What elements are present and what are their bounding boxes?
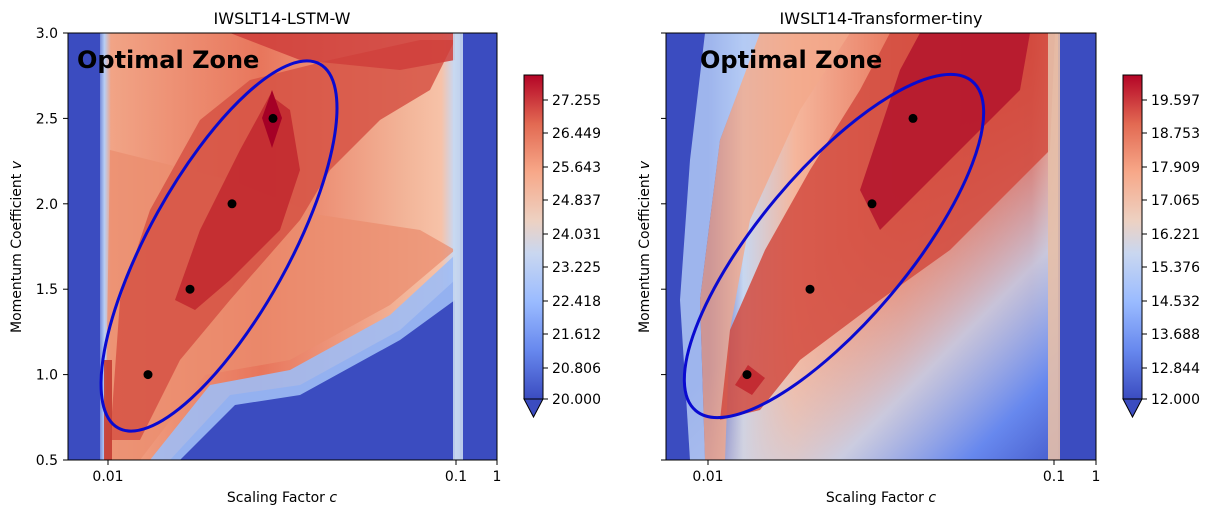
optimal-point <box>805 284 815 294</box>
optimal-point <box>143 370 153 380</box>
optimal-zone-label: Optimal Zone <box>77 46 259 74</box>
panel-transformer: IWSLT14-Transformer-tiny <box>637 9 1200 506</box>
x-tick-label: 1 <box>1092 469 1101 485</box>
y-tick-label: 1.0 <box>36 368 58 384</box>
colorbar-tick-label: 13.688 <box>1151 327 1200 343</box>
colorbar-tick-label: 24.031 <box>552 227 601 243</box>
colorbar-tick-label: 14.532 <box>1151 294 1200 310</box>
colorbar-tick-label: 25.643 <box>552 160 601 176</box>
y-tick-label: 2.0 <box>36 197 58 213</box>
contour-low-region <box>170 280 455 460</box>
contour-left-sliver <box>104 360 112 460</box>
contour-high-region <box>110 40 455 440</box>
x-axis: 0.01 0.1 1 <box>92 460 501 485</box>
x-tick-label: 1 <box>493 469 502 485</box>
y-tick-label: 3.0 <box>36 26 58 42</box>
optimal-point <box>227 199 237 209</box>
y-tick-label: 1.5 <box>36 282 58 298</box>
colorbar-tick-label: 26.449 <box>552 126 601 142</box>
chart-title: IWSLT14-Transformer-tiny <box>780 9 983 28</box>
colorbar: 20.000 20.806 21.612 22.418 23.225 24.03… <box>523 74 601 419</box>
colorbar-extend-triangle <box>523 398 544 419</box>
axes-frame <box>665 32 1097 461</box>
colorbar-tick-label: 22.418 <box>552 294 601 310</box>
optimal-zone-label: Optimal Zone <box>700 46 882 74</box>
colorbar-tick-label: 18.753 <box>1151 126 1200 142</box>
colorbar-tick-label: 20.000 <box>552 392 601 408</box>
x-tick-label: 0.1 <box>445 469 467 485</box>
contour-right-strip <box>460 33 497 460</box>
contour-peak-region <box>175 95 300 310</box>
y-axis: 0.5 1.0 1.5 2.0 2.5 3.0 <box>36 26 68 469</box>
contour-right-edge <box>453 33 463 460</box>
colorbar-tick-label: 17.909 <box>1151 160 1200 176</box>
x-axis-label: Scaling Factor c <box>227 490 337 506</box>
optimal-point <box>268 113 278 123</box>
x-axis-label: Scaling Factor c <box>826 490 936 506</box>
colorbar-tick-label: 12.844 <box>1151 361 1200 377</box>
y-axis-label: Momentum Coefficient v <box>637 160 653 333</box>
optimal-zone-ellipse <box>682 72 986 420</box>
contour-peak-region <box>860 33 1030 230</box>
optimal-point <box>867 199 877 209</box>
colorbar-tick-label: 23.225 <box>552 260 601 276</box>
y-axis-label: Momentum Coefficient v <box>9 160 25 333</box>
contour-mid-region <box>700 33 850 460</box>
colorbar-gradient <box>1122 74 1143 400</box>
y-tick-label: 0.5 <box>36 453 58 469</box>
colorbar-tick-label: 21.612 <box>552 327 601 343</box>
optimal-point <box>742 370 752 380</box>
contour-right-edge <box>1048 33 1060 460</box>
contour-right-strip <box>1058 33 1096 460</box>
axes-frame <box>67 32 498 461</box>
x-tick-label: 0.1 <box>1043 469 1065 485</box>
colorbar: 12.000 12.844 13.688 14.532 15.376 16.22… <box>1122 74 1200 419</box>
contour-low-transition <box>150 255 455 460</box>
colorbar-extend-triangle <box>1122 398 1143 419</box>
optimal-point <box>185 284 195 294</box>
contour-top-band <box>230 33 455 70</box>
contour-left-strip <box>68 33 100 460</box>
contour-plot-area <box>68 33 497 460</box>
x-axis: 0.01 0.1 1 <box>692 460 1100 485</box>
optimal-zone-ellipse <box>99 59 339 433</box>
colorbar-tick-label: 20.806 <box>552 361 601 377</box>
optimal-point <box>908 113 918 123</box>
contour-ridge-tip <box>735 365 765 395</box>
colorbar-tick-label: 12.000 <box>1151 392 1200 408</box>
chart-title: IWSLT14-LSTM-W <box>214 9 351 28</box>
x-tick-label: 0.01 <box>92 469 123 485</box>
contour-left-transition <box>680 33 760 460</box>
x-tick-label: 0.01 <box>692 469 723 485</box>
colorbar-gradient <box>523 74 544 400</box>
panel-lstm: IWSLT14-LSTM-W 0.5 1.0 <box>9 9 601 506</box>
y-axis <box>661 32 666 461</box>
colorbar-tick-label: 15.376 <box>1151 260 1200 276</box>
colorbar-tick-label: 19.597 <box>1151 93 1200 109</box>
colorbar-tick-label: 27.255 <box>552 93 601 109</box>
contour-left-band <box>666 33 705 460</box>
colorbar-tick-label: 16.221 <box>1151 227 1200 243</box>
colorbar-tick-label: 24.837 <box>552 193 601 209</box>
y-tick-label: 2.5 <box>36 111 58 127</box>
contour-plot-area <box>666 33 1096 460</box>
colorbar-tick-label: 17.065 <box>1151 193 1200 209</box>
